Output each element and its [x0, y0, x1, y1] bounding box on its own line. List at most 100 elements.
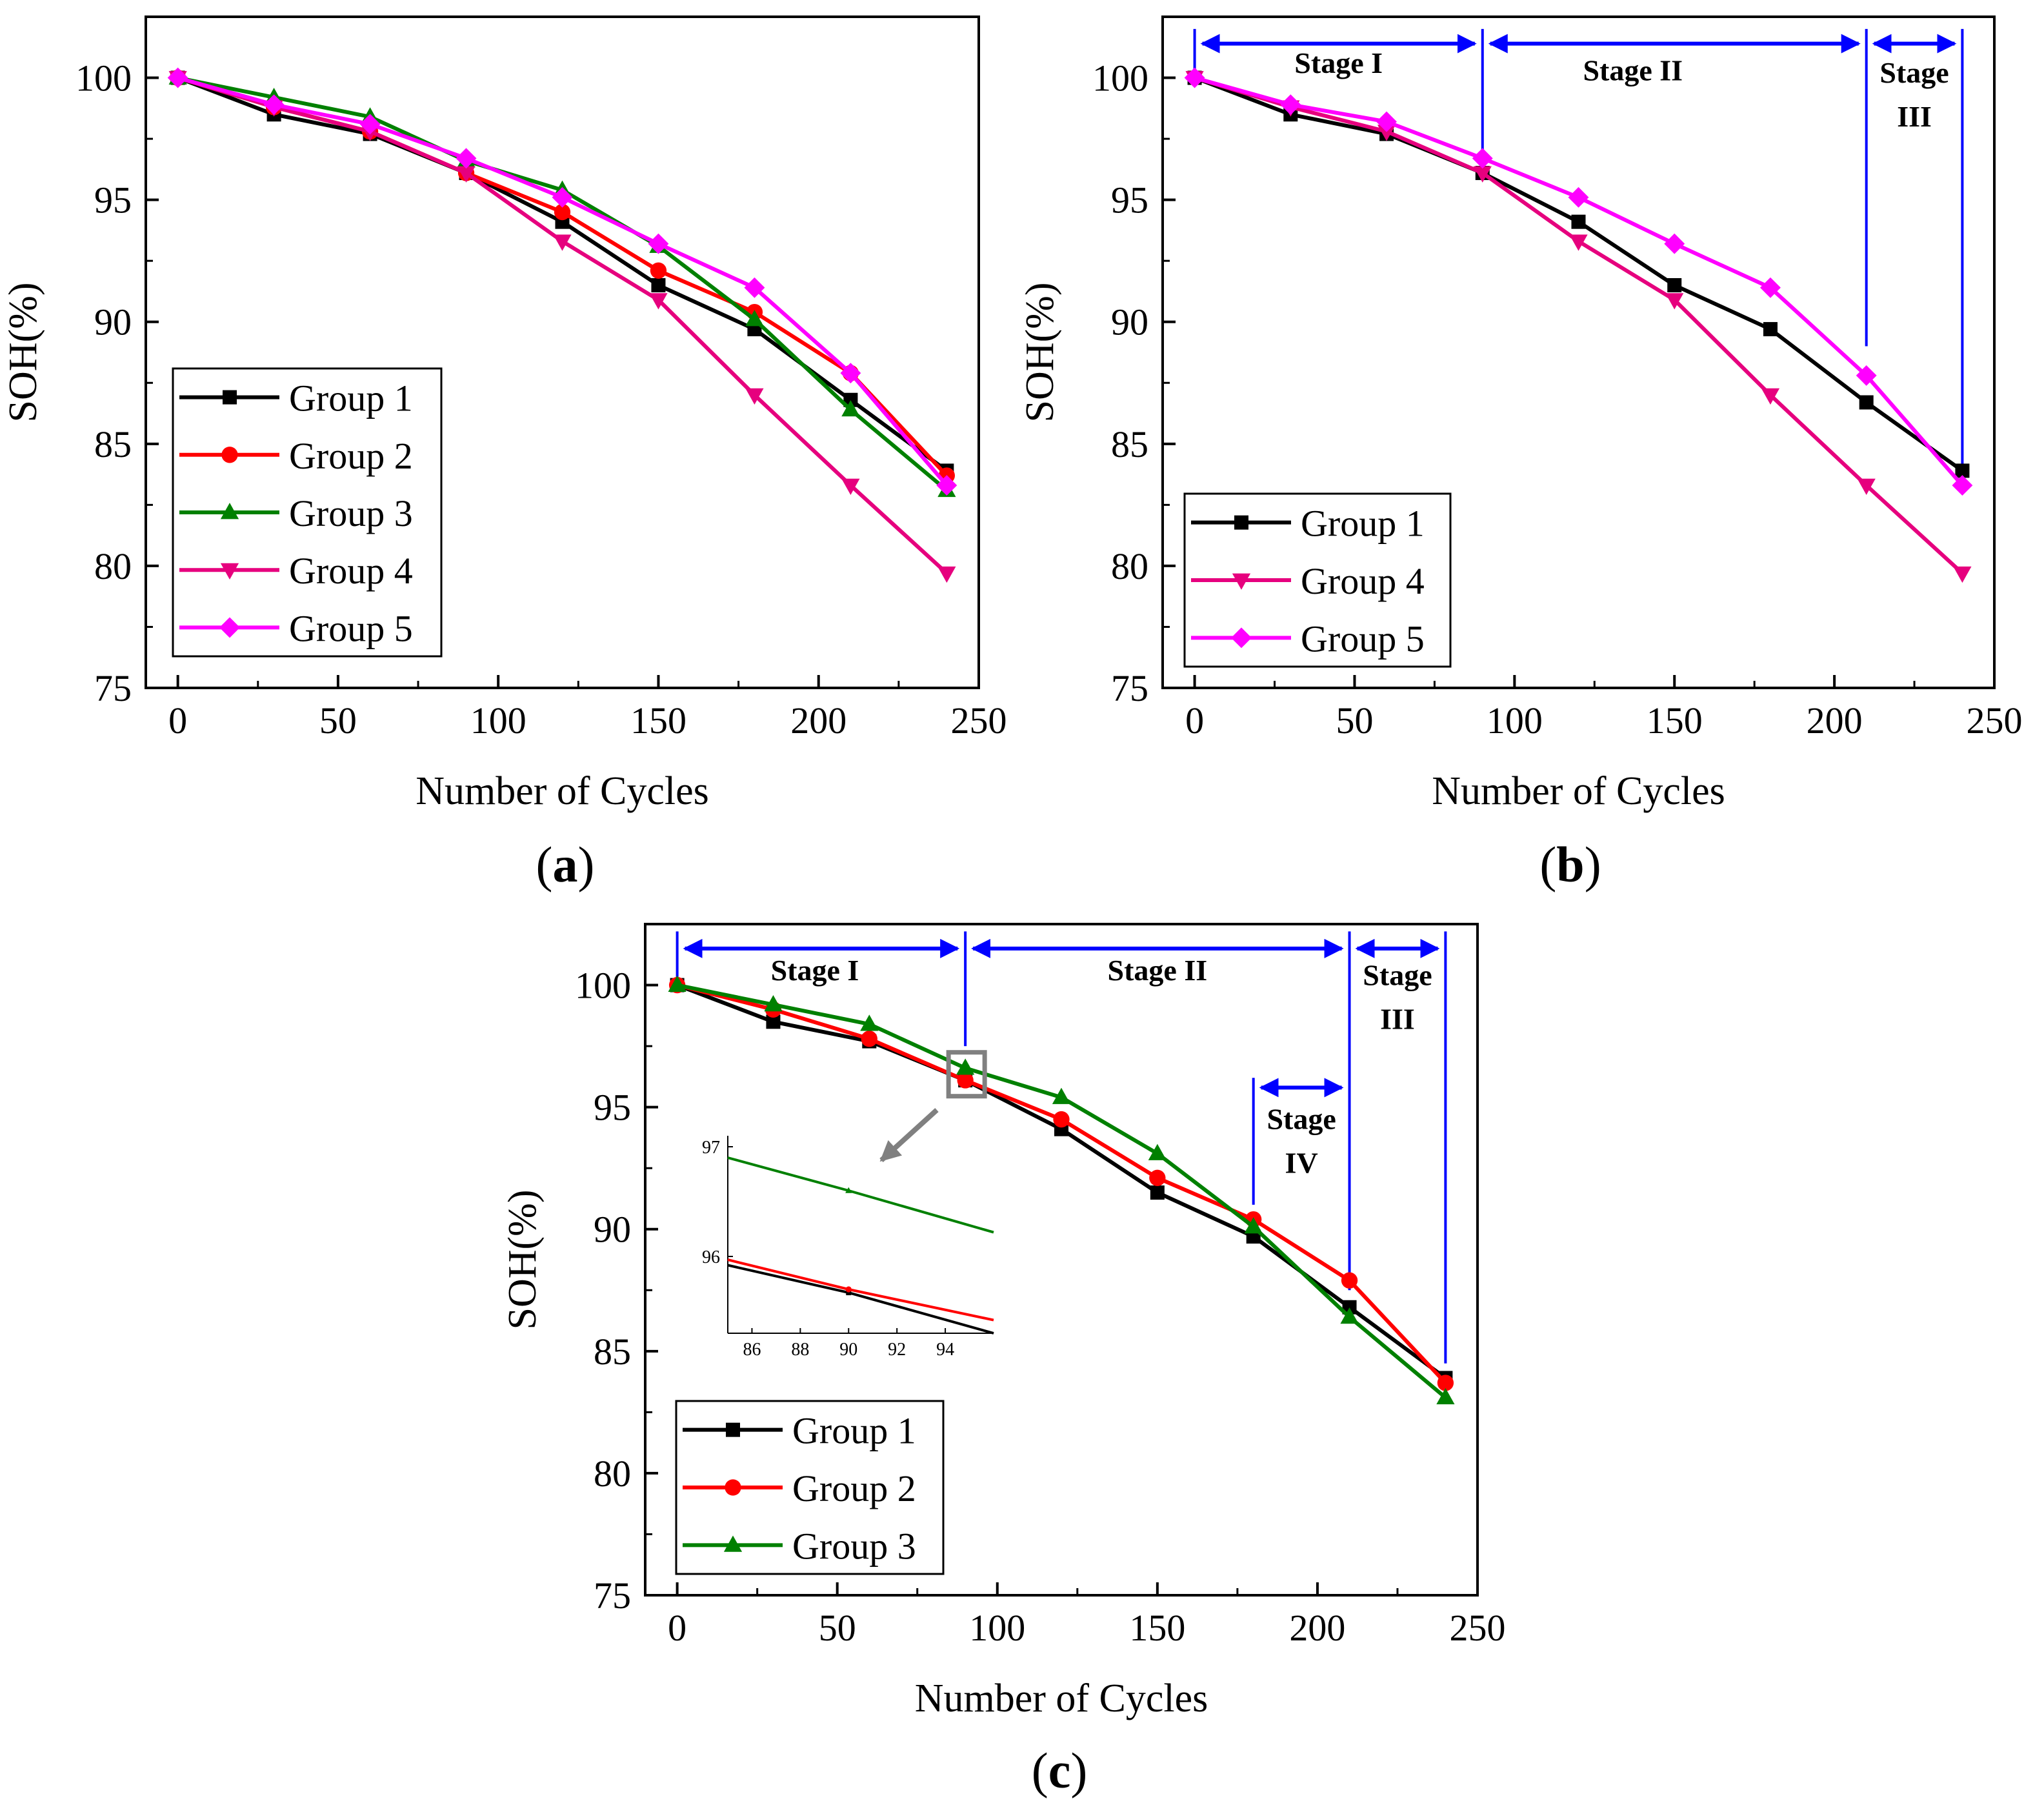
y-tick-label: 80 — [94, 545, 132, 587]
inset-data-point — [846, 1290, 852, 1296]
data-point — [841, 400, 860, 417]
data-point — [841, 478, 860, 495]
data-point — [1148, 1144, 1167, 1160]
x-tick-label: 150 — [630, 700, 686, 741]
y-tick-label: 95 — [594, 1087, 631, 1129]
inset-chart: 86 88 90 92 94 96 97 — [702, 1136, 994, 1360]
data-point — [956, 1058, 975, 1075]
inset-data-point — [845, 1286, 852, 1293]
stage-label: Stage II — [1108, 954, 1208, 987]
y-tick-label: 100 — [75, 57, 132, 99]
x-tick-label: 100 — [1487, 700, 1543, 741]
y-tick-label: 75 — [1111, 667, 1148, 709]
data-point — [263, 94, 285, 116]
x-tick-label: 50 — [819, 1607, 856, 1649]
y-tick-label: 90 — [594, 1209, 631, 1251]
data-point — [843, 392, 858, 407]
stage-label: Stage II — [1583, 54, 1683, 86]
legend-label: Group 2 — [289, 435, 413, 477]
inset-series-line — [727, 1258, 994, 1322]
inset-x-tick-label: 86 — [743, 1340, 761, 1360]
stage-label: Stage — [1363, 959, 1432, 992]
panel-label-c: (c) — [1032, 1742, 1088, 1799]
series-line — [1194, 76, 1964, 487]
y-tick-label: 75 — [594, 1575, 631, 1617]
data-point — [745, 310, 764, 327]
inset-data-point — [845, 1187, 852, 1193]
y-tick-label: 95 — [1111, 179, 1148, 221]
x-tick-label: 250 — [951, 700, 1007, 741]
data-point — [668, 975, 686, 992]
y-tick-label: 80 — [1111, 545, 1148, 587]
data-point — [1955, 463, 1970, 478]
stage-label: Stage — [1879, 56, 1949, 89]
legend-label: Group 1 — [1301, 503, 1425, 545]
data-point — [937, 566, 956, 583]
data-point — [957, 1072, 974, 1089]
stage-label: Stage I — [1294, 46, 1383, 79]
legend-marker — [223, 390, 237, 405]
data-point — [1377, 125, 1396, 141]
legend-label: Group 4 — [1301, 560, 1425, 602]
data-point — [1857, 478, 1876, 495]
x-tick-label: 0 — [668, 1607, 686, 1649]
data-point — [1150, 1185, 1165, 1200]
data-point — [1761, 388, 1780, 405]
plot-frame — [644, 923, 1479, 1597]
legend-marker — [726, 1422, 740, 1437]
legend-marker — [219, 617, 240, 638]
y-tick-label: 100 — [575, 965, 631, 1007]
legend-marker — [1231, 627, 1252, 649]
y-tick-label: 75 — [94, 667, 132, 709]
data-point — [1184, 67, 1205, 88]
data-point — [651, 278, 666, 292]
legend-marker — [221, 447, 238, 463]
data-point — [167, 67, 188, 88]
y-axis-label: SOH(%) — [1, 283, 45, 423]
x-tick-label: 250 — [1967, 700, 2023, 741]
data-point — [1953, 566, 1972, 583]
data-point — [936, 475, 957, 496]
data-point — [1473, 166, 1492, 183]
stage-label: Stage — [1267, 1103, 1336, 1136]
data-point — [1436, 1387, 1455, 1405]
data-point — [1376, 111, 1397, 132]
data-point — [1052, 1087, 1071, 1104]
legend-marker — [220, 563, 239, 580]
stage-label: Stage I — [771, 954, 859, 987]
y-tick-label: 95 — [94, 179, 132, 221]
data-point — [1149, 1169, 1166, 1186]
data-point — [860, 1014, 879, 1031]
stage-label-line2: III — [1380, 1003, 1415, 1036]
x-tick-label: 0 — [1185, 700, 1204, 741]
inset-x-tick-label: 94 — [936, 1340, 954, 1360]
data-point — [1856, 365, 1877, 386]
data-point — [744, 277, 765, 298]
data-point — [1667, 278, 1682, 292]
legend-marker — [220, 503, 239, 519]
data-point — [648, 233, 669, 254]
y-tick-label: 80 — [594, 1453, 631, 1495]
x-tick-label: 100 — [470, 700, 526, 741]
x-tick-label: 200 — [1807, 700, 1863, 741]
y-tick-label: 90 — [94, 301, 132, 343]
data-point — [649, 293, 668, 310]
plot-frame — [1161, 15, 1996, 689]
x-tick-label: 200 — [1289, 1607, 1345, 1649]
legend-label: Group 5 — [1301, 618, 1425, 660]
stage-label-line2: IV — [1285, 1147, 1318, 1180]
y-tick-label: 85 — [94, 423, 132, 465]
legend-marker — [725, 1479, 741, 1496]
inset-series-line — [727, 1156, 994, 1234]
data-point — [1280, 94, 1301, 116]
zoom-arrow — [879, 1108, 939, 1162]
inset-x-tick-label: 90 — [839, 1340, 857, 1360]
series-line — [1194, 76, 1964, 472]
legend-label: Group 3 — [289, 492, 413, 534]
y-tick-label: 85 — [594, 1331, 631, 1373]
data-point — [861, 1031, 877, 1047]
data-point — [1760, 277, 1781, 298]
x-axis-label: Number of Cycles — [915, 1677, 1208, 1720]
inset-x-tick-label: 88 — [791, 1340, 809, 1360]
inset-y-tick-label: 96 — [702, 1247, 720, 1267]
